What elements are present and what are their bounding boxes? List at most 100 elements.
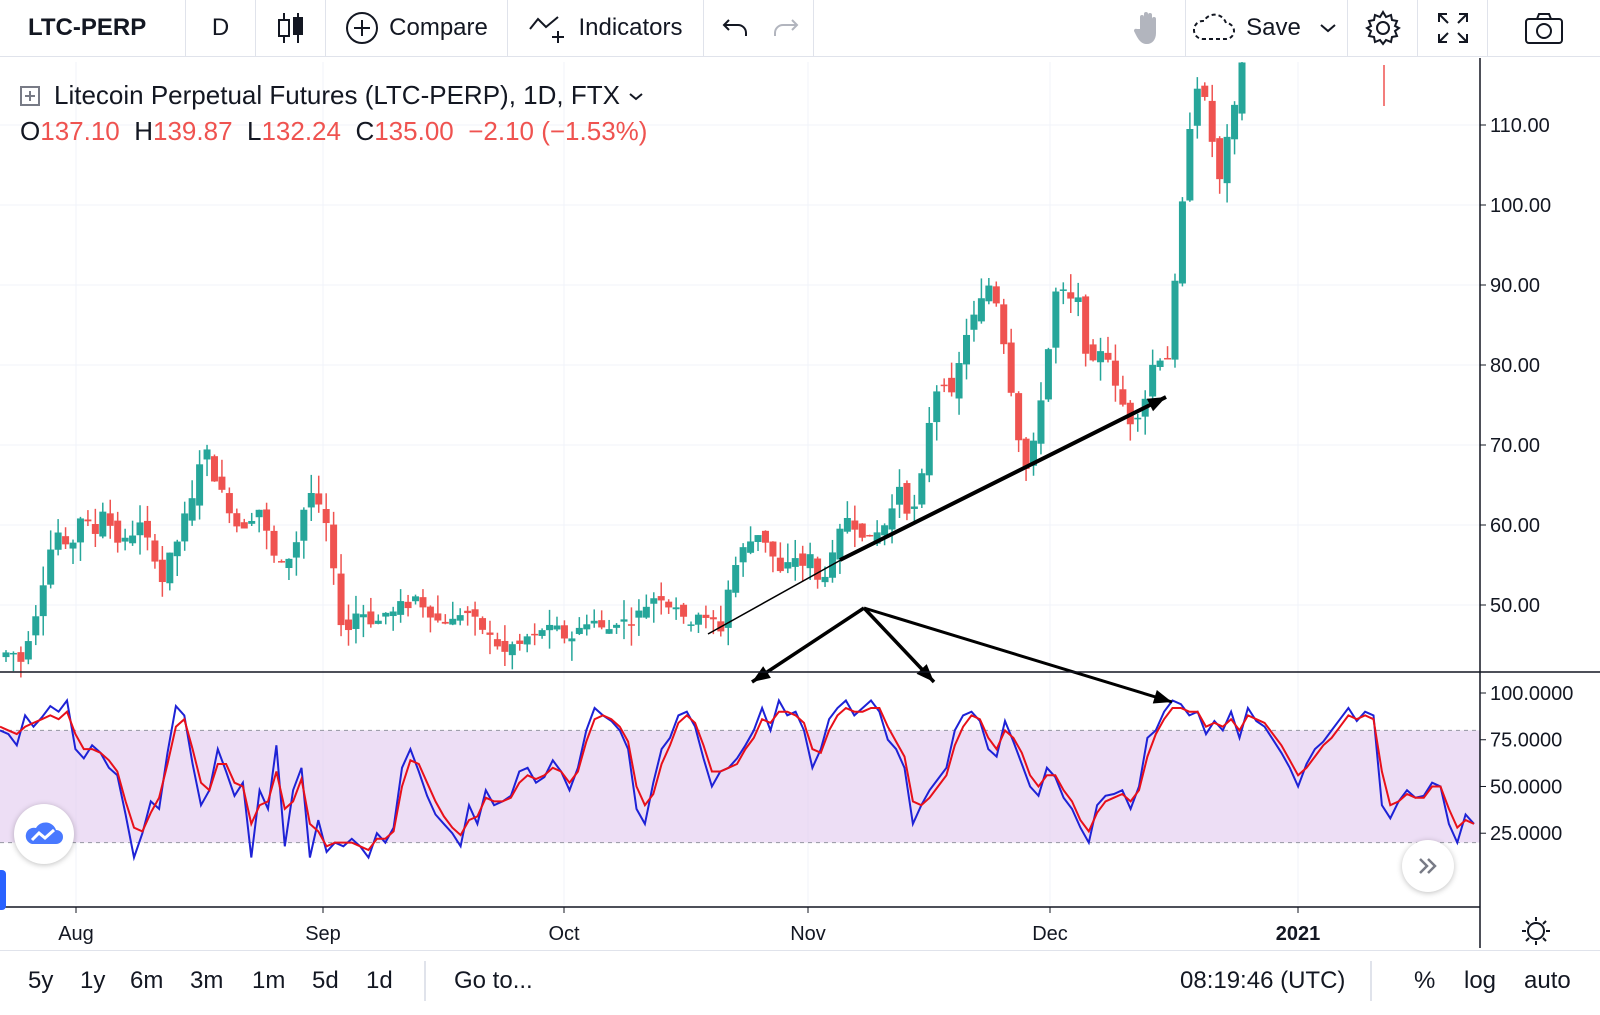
arrow-head[interactable]: [916, 664, 934, 682]
price-axis[interactable]: 110.00 100.00 90.00 80.00 70.00 60.00 50.00: [1480, 115, 1551, 617]
candle-body: [709, 617, 717, 620]
trendline[interactable]: [707, 555, 849, 635]
candle-body: [203, 449, 211, 460]
candle-body: [166, 552, 174, 584]
goto-button[interactable]: Go to...: [454, 951, 533, 1011]
settings-button[interactable]: [1348, 0, 1418, 56]
undo-icon: [722, 19, 747, 36]
candle-body: [1097, 351, 1105, 363]
candle-body: [270, 530, 278, 556]
auto-toggle[interactable]: auto: [1524, 951, 1571, 1011]
candle-body: [866, 534, 874, 537]
range-3m[interactable]: 3m: [190, 951, 223, 1011]
stoch-tick-label: 100.0000: [1490, 683, 1573, 705]
indicators-button[interactable]: Indicators: [508, 0, 704, 56]
series-legend[interactable]: Litecoin Perpetual Futures (LTC-PERP), 1…: [20, 80, 646, 111]
candle-body: [873, 532, 881, 544]
arrow-head[interactable]: [1152, 690, 1172, 704]
candle-body: [657, 596, 665, 601]
arrow-head[interactable]: [1146, 397, 1166, 412]
annotation-line[interactable]: [839, 395, 1167, 562]
range-6m[interactable]: 6m: [130, 951, 163, 1011]
save-button[interactable]: Save: [1186, 0, 1348, 56]
chevron-down-icon[interactable]: [626, 86, 646, 106]
candle-body: [99, 511, 107, 537]
save-label: Save: [1246, 14, 1301, 41]
candle-body: [963, 334, 971, 365]
log-toggle[interactable]: log: [1464, 951, 1496, 1011]
candle-body: [1134, 417, 1142, 420]
expand-legend-icon[interactable]: [20, 85, 40, 106]
candle-body: [412, 596, 420, 602]
percent-toggle[interactable]: %: [1414, 951, 1435, 1011]
stoch-axis[interactable]: 100.0000 75.0000 50.0000 25.0000: [1480, 683, 1573, 845]
range-5d[interactable]: 5d: [312, 951, 339, 1011]
drag-mode-button[interactable]: [1110, 0, 1186, 56]
candle-body: [910, 506, 918, 509]
candle-body: [24, 641, 32, 660]
candle-body: [158, 559, 166, 583]
candle-body: [307, 493, 315, 508]
chart-canvas[interactable]: 110.00 100.00 90.00 80.00 70.00 60.00 50.00 10…: [0, 58, 1600, 948]
candle-body: [1156, 360, 1164, 367]
candle-body: [143, 520, 151, 538]
high-label: H: [134, 116, 153, 146]
range-1m[interactable]: 1m: [252, 951, 285, 1011]
candle-body: [754, 535, 762, 542]
candle-body: [977, 298, 985, 322]
range-1d[interactable]: 1d: [366, 951, 393, 1011]
arrow-head[interactable]: [752, 666, 771, 682]
candle-body: [76, 518, 84, 543]
compare-button[interactable]: Compare: [326, 0, 508, 56]
annotation-line[interactable]: [751, 606, 865, 684]
stoch-band: [0, 730, 1480, 843]
tradingview-logo-button[interactable]: [14, 804, 74, 864]
axis-settings-icon[interactable]: [1522, 917, 1550, 945]
candle-body: [1164, 357, 1172, 360]
range-5y[interactable]: 5y: [28, 951, 53, 1011]
side-panel-tab[interactable]: [0, 870, 6, 910]
annotation-line[interactable]: [863, 606, 1173, 704]
candle-body: [1193, 88, 1201, 126]
redo-button[interactable]: [758, 0, 814, 56]
fullscreen-button[interactable]: [1418, 0, 1488, 56]
chart-type-button[interactable]: [256, 0, 326, 56]
candle-body: [739, 547, 747, 563]
candle-body: [516, 640, 524, 644]
candle-body: [970, 314, 978, 330]
candle-body: [1052, 291, 1060, 348]
candle-body: [464, 610, 472, 614]
cloud-icon: [1193, 13, 1236, 40]
close-label: C: [355, 116, 375, 146]
candle-body: [322, 509, 330, 524]
clock-button[interactable]: 08:19:46 (UTC): [1180, 951, 1345, 1011]
utc-time: 08:19:46 (UTC): [1180, 967, 1346, 994]
stoch-tick-label: 75.0000: [1490, 730, 1562, 752]
undo-button[interactable]: [712, 0, 758, 56]
chevron-down-icon[interactable]: [1313, 18, 1343, 38]
stoch-tick-label: 25.0000: [1490, 823, 1562, 845]
candle-body: [925, 422, 933, 476]
symbol-search[interactable]: LTC-PERP: [0, 0, 186, 56]
range-label: 3m: [190, 967, 224, 994]
interval-button[interactable]: D: [186, 0, 256, 56]
price-tick-label: 50.00: [1490, 595, 1540, 617]
redo-icon: [773, 19, 798, 36]
candle-body: [814, 558, 822, 580]
candle-body: [881, 525, 889, 536]
candle-body: [590, 620, 598, 624]
top-toolbar: LTC-PERP D Compare Indicators: [0, 0, 1600, 57]
range-1y[interactable]: 1y: [80, 951, 105, 1011]
candle-body: [635, 610, 643, 618]
open-label: O: [20, 116, 41, 146]
candle-body: [702, 614, 710, 618]
candle-body: [605, 629, 613, 634]
candle-body: [598, 620, 606, 628]
drawing-annotations[interactable]: [707, 395, 1173, 704]
candle-body: [419, 597, 427, 608]
candle-body: [129, 535, 137, 544]
candle-body: [188, 498, 196, 521]
scroll-to-realtime-button[interactable]: [1402, 840, 1454, 892]
snapshot-button[interactable]: [1488, 0, 1600, 56]
time-axis[interactable]: Aug Sep Oct Nov Dec 2021: [58, 907, 1320, 945]
